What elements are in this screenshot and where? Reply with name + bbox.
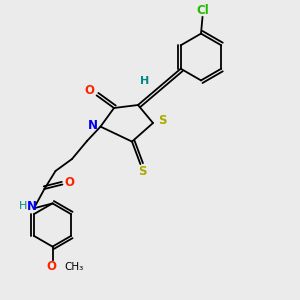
- Text: O: O: [64, 176, 74, 190]
- Text: Cl: Cl: [196, 4, 209, 17]
- Text: N: N: [88, 118, 98, 132]
- Text: CH₃: CH₃: [64, 262, 84, 272]
- Text: H: H: [140, 76, 150, 86]
- Text: H: H: [19, 201, 27, 212]
- Text: O: O: [84, 84, 94, 97]
- Text: N: N: [27, 200, 37, 213]
- Text: O: O: [46, 260, 56, 274]
- Text: S: S: [158, 114, 166, 127]
- Text: S: S: [138, 165, 146, 178]
